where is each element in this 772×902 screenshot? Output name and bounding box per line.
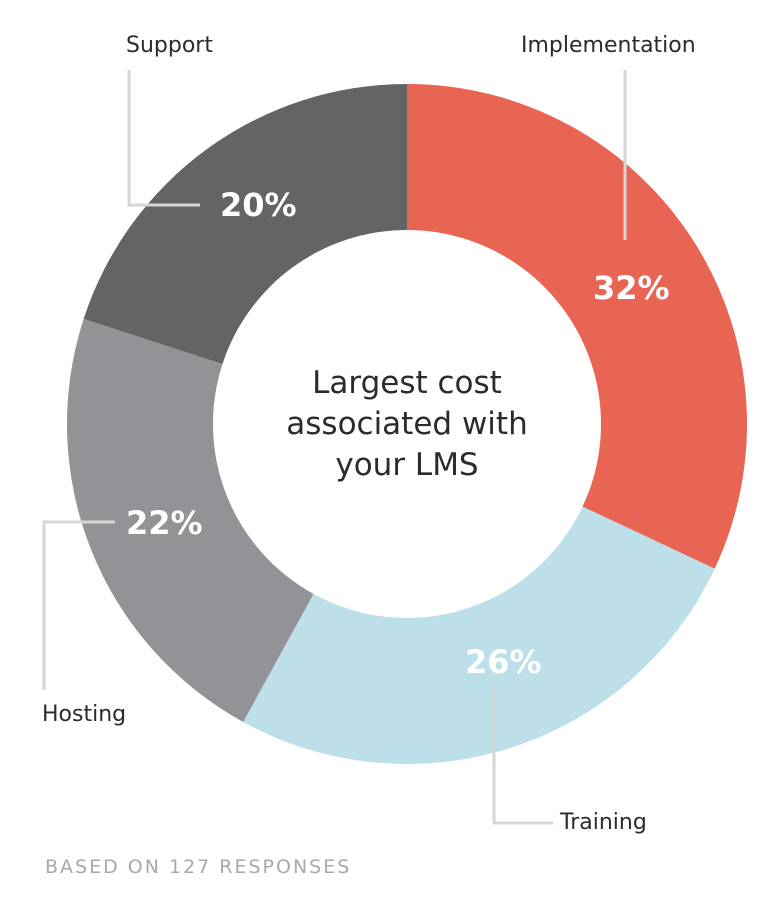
hosting-percent: 22% [126, 504, 203, 542]
training-label: Training [559, 810, 647, 835]
hosting-callout-line [42, 520, 115, 690]
center-title-line-1: Largest cost [312, 365, 502, 401]
support-label: Support [126, 33, 213, 58]
segment-implementation [407, 84, 747, 569]
support-percent: 20% [220, 186, 297, 224]
center-title-line-3: your LMS [335, 447, 478, 483]
training-percent: 26% [465, 643, 542, 681]
center-title-line-2: associated with [286, 406, 527, 442]
hosting-label: Hosting [42, 702, 126, 727]
segment-support [83, 84, 408, 365]
footnote: BASED ON 127 RESPONSES [45, 856, 352, 878]
segment-hosting [67, 318, 314, 722]
training-callout-line [492, 690, 553, 825]
segment-training [243, 506, 715, 765]
support-callout-line [127, 70, 200, 207]
implementation-percent: 32% [593, 269, 670, 307]
implementation-label: Implementation [521, 33, 696, 58]
donut-segments [67, 84, 747, 765]
